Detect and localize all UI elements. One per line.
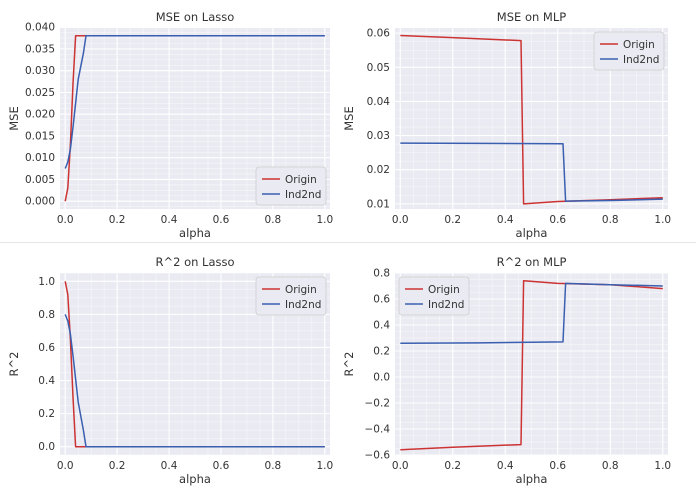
series-line-ind2nd xyxy=(64,314,325,448)
series-line-ind2nd xyxy=(400,282,663,344)
x-tick-label: 0.4 xyxy=(497,460,514,472)
panel-divider xyxy=(0,242,696,243)
y-axis-label: R^2 xyxy=(7,352,21,377)
legend-label-origin: Origin xyxy=(623,39,655,51)
chart-mse-mlp: 0.0 0.2 0.4 0.6 0.8 1.0 0.01 0.02 0.03 0.04 0.05 0.… xyxy=(342,10,671,240)
x-tick-label: 0.8 xyxy=(602,214,619,226)
x-tick-label: 0.8 xyxy=(602,460,619,472)
y-tick-label: 0.000 xyxy=(25,196,55,208)
x-tick-label: 0.6 xyxy=(549,460,566,472)
x-axis-label: alpha xyxy=(179,472,211,486)
chart-mse-lasso: 0.0 0.2 0.4 0.6 0.8 1.0 0.000 0.005 0.010 0.015 0.… xyxy=(7,10,333,240)
y-tick-label: 0.01 xyxy=(367,198,390,210)
legend: Origin Ind2nd xyxy=(593,31,665,71)
x-tick-label: 0.4 xyxy=(161,460,178,472)
x-tick-label: 0.0 xyxy=(392,460,409,472)
y-axis-label: MSE xyxy=(342,106,356,131)
x-tick-label: 1.0 xyxy=(316,460,333,472)
y-tick-label: 0.06 xyxy=(367,28,391,40)
y-tick-label: −0.2 xyxy=(365,398,391,410)
legend-box xyxy=(398,276,470,316)
y-tick-label: 0.025 xyxy=(25,87,55,99)
legend-label-origin: Origin xyxy=(428,284,460,296)
y-axis-label: MSE xyxy=(7,106,21,131)
legend-label-origin: Origin xyxy=(285,174,317,186)
x-tick-label: 0.4 xyxy=(497,214,514,226)
y-tick-label: 0.0 xyxy=(373,372,390,384)
y-tick-label: 0.03 xyxy=(367,130,390,142)
y-tick-label: −0.4 xyxy=(365,424,391,436)
legend: Origin Ind2nd xyxy=(255,166,327,206)
chart-title: MSE on MLP xyxy=(497,10,566,24)
y-tick-label: −0.6 xyxy=(365,450,391,462)
y-tick-label: 0.0 xyxy=(38,441,55,453)
y-tick-label: 0.040 xyxy=(25,22,55,34)
y-axis-label: R^2 xyxy=(342,352,356,377)
chart-r2-lasso: 0.0 0.2 0.4 0.6 0.8 1.0 0.0 0.2 0.4 0.6 0.8 1.0 R^2 … xyxy=(7,255,333,486)
y-tick-label: 0.2 xyxy=(38,408,55,420)
chart-title: R^2 on Lasso xyxy=(155,255,234,269)
y-tick-label: 0.015 xyxy=(25,130,55,142)
legend-label-ind2nd: Ind2nd xyxy=(285,299,321,311)
y-tick-label: 0.02 xyxy=(367,164,390,176)
y-tick-label: 0.4 xyxy=(38,375,55,387)
y-tick-label: 0.05 xyxy=(367,62,390,74)
x-tick-label: 0.0 xyxy=(392,214,409,226)
y-tick-label: 0.6 xyxy=(373,294,390,306)
x-tick-label: 0.4 xyxy=(161,214,178,226)
x-tick-label: 1.0 xyxy=(654,460,671,472)
y-tick-label: 0.4 xyxy=(373,320,390,332)
chart-r2-mlp: 0.0 0.2 0.4 0.6 0.8 1.0 −0.6 −0.4 −0.2 0.0 0.2 0.4 0… xyxy=(342,255,671,486)
x-tick-label: 0.2 xyxy=(109,214,126,226)
x-tick-label: 0.0 xyxy=(57,214,74,226)
y-tick-label: 0.035 xyxy=(25,43,55,55)
series-line-ind2nd xyxy=(64,35,325,169)
y-tick-label: 0.020 xyxy=(25,109,55,121)
y-tick-label: 0.030 xyxy=(25,65,55,77)
x-tick-label: 1.0 xyxy=(654,214,671,226)
legend-label-ind2nd: Ind2nd xyxy=(285,189,321,201)
x-tick-label: 0.6 xyxy=(213,460,230,472)
series-line-ind2nd xyxy=(400,142,663,202)
legend: Origin Ind2nd xyxy=(398,276,470,316)
legend-label-ind2nd: Ind2nd xyxy=(428,299,464,311)
y-tick-label: 0.005 xyxy=(25,174,55,186)
y-tick-label: 0.04 xyxy=(367,96,391,108)
legend-label-ind2nd: Ind2nd xyxy=(623,54,659,66)
x-tick-label: 0.8 xyxy=(265,214,282,226)
x-tick-label: 1.0 xyxy=(316,214,333,226)
y-tick-label: 0.010 xyxy=(25,152,55,164)
x-axis-label: alpha xyxy=(179,226,211,240)
y-tick-label: 0.2 xyxy=(373,346,390,358)
legend: Origin Ind2nd xyxy=(255,276,327,316)
x-tick-label: 0.0 xyxy=(57,460,74,472)
chart-title: MSE on Lasso xyxy=(156,10,235,24)
x-tick-label: 0.8 xyxy=(265,460,282,472)
y-tick-label: 0.6 xyxy=(38,342,55,354)
chart-title: R^2 on MLP xyxy=(497,255,567,269)
x-axis-label: alpha xyxy=(516,472,548,486)
legend-box xyxy=(255,276,327,316)
x-tick-label: 0.2 xyxy=(444,214,461,226)
legend-box xyxy=(593,31,665,71)
y-tick-label: 0.8 xyxy=(38,309,55,321)
x-tick-label: 0.2 xyxy=(444,460,461,472)
x-tick-label: 0.6 xyxy=(213,214,230,226)
x-axis-label: alpha xyxy=(516,226,548,240)
x-tick-label: 0.2 xyxy=(109,460,126,472)
y-tick-label: 1.0 xyxy=(38,276,55,288)
x-tick-label: 0.6 xyxy=(549,214,566,226)
legend-label-origin: Origin xyxy=(285,284,317,296)
y-tick-label: 0.8 xyxy=(373,268,390,280)
legend-box xyxy=(255,166,327,206)
